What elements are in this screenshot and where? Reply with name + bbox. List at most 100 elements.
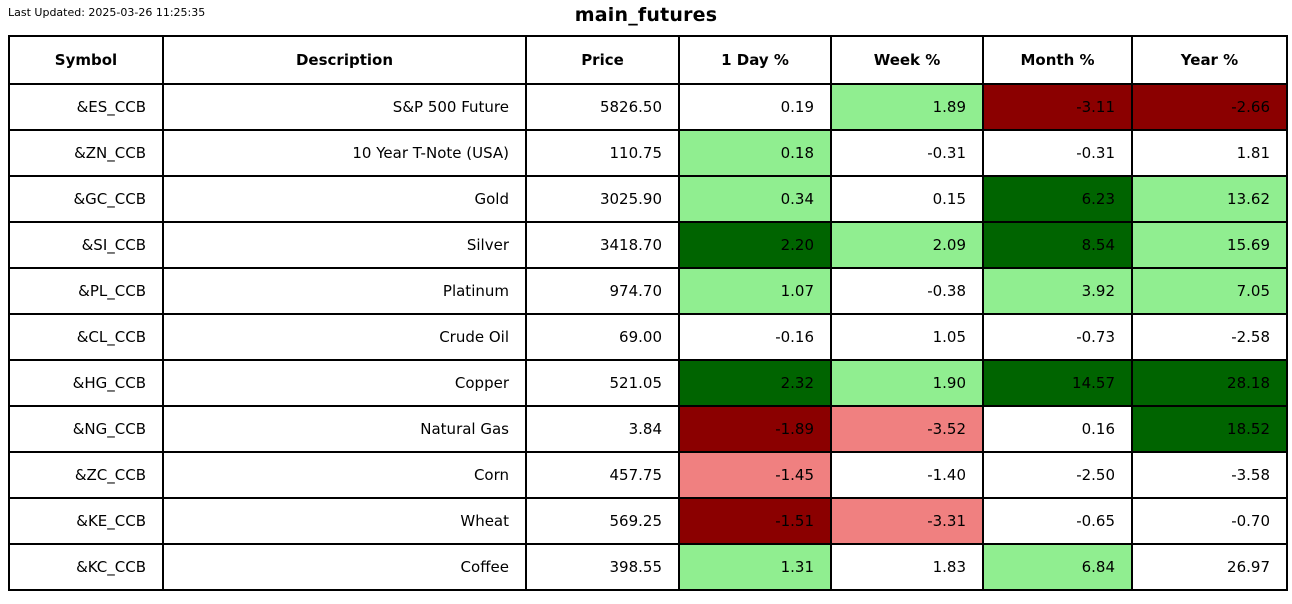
description-cell: Silver [162,221,527,269]
price-cell: 3418.70 [525,221,680,269]
percent-cell: 13.62 [1131,175,1288,223]
percent-cell: -1.40 [830,451,984,499]
percent-cell: 0.15 [830,175,984,223]
percent-cell: 1.90 [830,359,984,407]
symbol-cell: &GC_CCB [8,175,164,223]
symbol-cell: &ZC_CCB [8,451,164,499]
table-row: &KC_CCB Coffee 398.55 1.31 1.83 6.84 26.… [8,543,1288,591]
percent-cell: 0.18 [678,129,832,177]
table-row: &NG_CCB Natural Gas 3.84 -1.89 -3.52 0.1… [8,405,1288,453]
description-cell: Wheat [162,497,527,545]
description-cell: Natural Gas [162,405,527,453]
percent-cell: 1.05 [830,313,984,361]
table-row: &HG_CCB Copper 521.05 2.32 1.90 14.57 28… [8,359,1288,407]
description-cell: Corn [162,451,527,499]
percent-cell: -1.89 [678,405,832,453]
price-cell: 69.00 [525,313,680,361]
description-cell: Gold [162,175,527,223]
header-row: Symbol Description Price 1 Day % Week % … [8,35,1288,85]
percent-cell: 1.31 [678,543,832,591]
price-cell: 110.75 [525,129,680,177]
futures-table: Symbol Description Price 1 Day % Week % … [8,35,1288,591]
percent-cell: 15.69 [1131,221,1288,269]
symbol-cell: &NG_CCB [8,405,164,453]
percent-cell: 2.32 [678,359,832,407]
table-body: &ES_CCB S&P 500 Future 5826.50 0.19 1.89… [8,83,1288,591]
percent-cell: -0.38 [830,267,984,315]
price-cell: 3.84 [525,405,680,453]
symbol-cell: &HG_CCB [8,359,164,407]
column-header-week: Week % [830,35,984,85]
percent-cell: 0.34 [678,175,832,223]
symbol-cell: &KC_CCB [8,543,164,591]
symbol-cell: &KE_CCB [8,497,164,545]
table-row: &CL_CCB Crude Oil 69.00 -0.16 1.05 -0.73… [8,313,1288,361]
symbol-cell: &PL_CCB [8,267,164,315]
price-cell: 569.25 [525,497,680,545]
description-cell: Copper [162,359,527,407]
percent-cell: 14.57 [982,359,1133,407]
description-cell: Crude Oil [162,313,527,361]
table-row: &ES_CCB S&P 500 Future 5826.50 0.19 1.89… [8,83,1288,131]
price-cell: 398.55 [525,543,680,591]
description-cell: S&P 500 Future [162,83,527,131]
percent-cell: 6.23 [982,175,1133,223]
percent-cell: -2.58 [1131,313,1288,361]
column-header-symbol: Symbol [8,35,164,85]
description-cell: Coffee [162,543,527,591]
percent-cell: 1.83 [830,543,984,591]
price-cell: 457.75 [525,451,680,499]
page-title: main_futures [574,4,718,26]
percent-cell: 0.16 [982,405,1133,453]
percent-cell: 6.84 [982,543,1133,591]
table-row: &SI_CCB Silver 3418.70 2.20 2.09 8.54 15… [8,221,1288,269]
percent-cell: -0.31 [982,129,1133,177]
table-row: &GC_CCB Gold 3025.90 0.34 0.15 6.23 13.6… [8,175,1288,223]
table-row: &ZC_CCB Corn 457.75 -1.45 -1.40 -2.50 -3… [8,451,1288,499]
table-row: &PL_CCB Platinum 974.70 1.07 -0.38 3.92 … [8,267,1288,315]
percent-cell: -3.58 [1131,451,1288,499]
table-row: &ZN_CCB 10 Year T-Note (USA) 110.75 0.18… [8,129,1288,177]
price-cell: 974.70 [525,267,680,315]
percent-cell: 0.19 [678,83,832,131]
percent-cell: -3.31 [830,497,984,545]
percent-cell: 7.05 [1131,267,1288,315]
percent-cell: -3.11 [982,83,1133,131]
percent-cell: -0.65 [982,497,1133,545]
column-header-price: Price [525,35,680,85]
percent-cell: 8.54 [982,221,1133,269]
percent-cell: -0.70 [1131,497,1288,545]
percent-cell: -2.50 [982,451,1133,499]
description-cell: 10 Year T-Note (USA) [162,129,527,177]
last-updated-timestamp: Last Updated: 2025-03-26 11:25:35 [8,6,206,19]
price-cell: 521.05 [525,359,680,407]
percent-cell: 18.52 [1131,405,1288,453]
description-cell: Platinum [162,267,527,315]
percent-cell: -0.73 [982,313,1133,361]
price-cell: 3025.90 [525,175,680,223]
percent-cell: -2.66 [1131,83,1288,131]
symbol-cell: &SI_CCB [8,221,164,269]
percent-cell: -1.51 [678,497,832,545]
symbol-cell: &ES_CCB [8,83,164,131]
percent-cell: 3.92 [982,267,1133,315]
percent-cell: -1.45 [678,451,832,499]
percent-cell: 1.81 [1131,129,1288,177]
table-header: Symbol Description Price 1 Day % Week % … [8,35,1288,85]
percent-cell: 28.18 [1131,359,1288,407]
percent-cell: 1.07 [678,267,832,315]
column-header-month: Month % [982,35,1133,85]
column-header-1day: 1 Day % [678,35,832,85]
percent-cell: 2.09 [830,221,984,269]
column-header-year: Year % [1131,35,1288,85]
price-cell: 5826.50 [525,83,680,131]
symbol-cell: &ZN_CCB [8,129,164,177]
percent-cell: 2.20 [678,221,832,269]
symbol-cell: &CL_CCB [8,313,164,361]
percent-cell: 26.97 [1131,543,1288,591]
header-bar: Last Updated: 2025-03-26 11:25:35 main_f… [0,0,1292,34]
table-row: &KE_CCB Wheat 569.25 -1.51 -3.31 -0.65 -… [8,497,1288,545]
column-header-description: Description [162,35,527,85]
percent-cell: -0.31 [830,129,984,177]
